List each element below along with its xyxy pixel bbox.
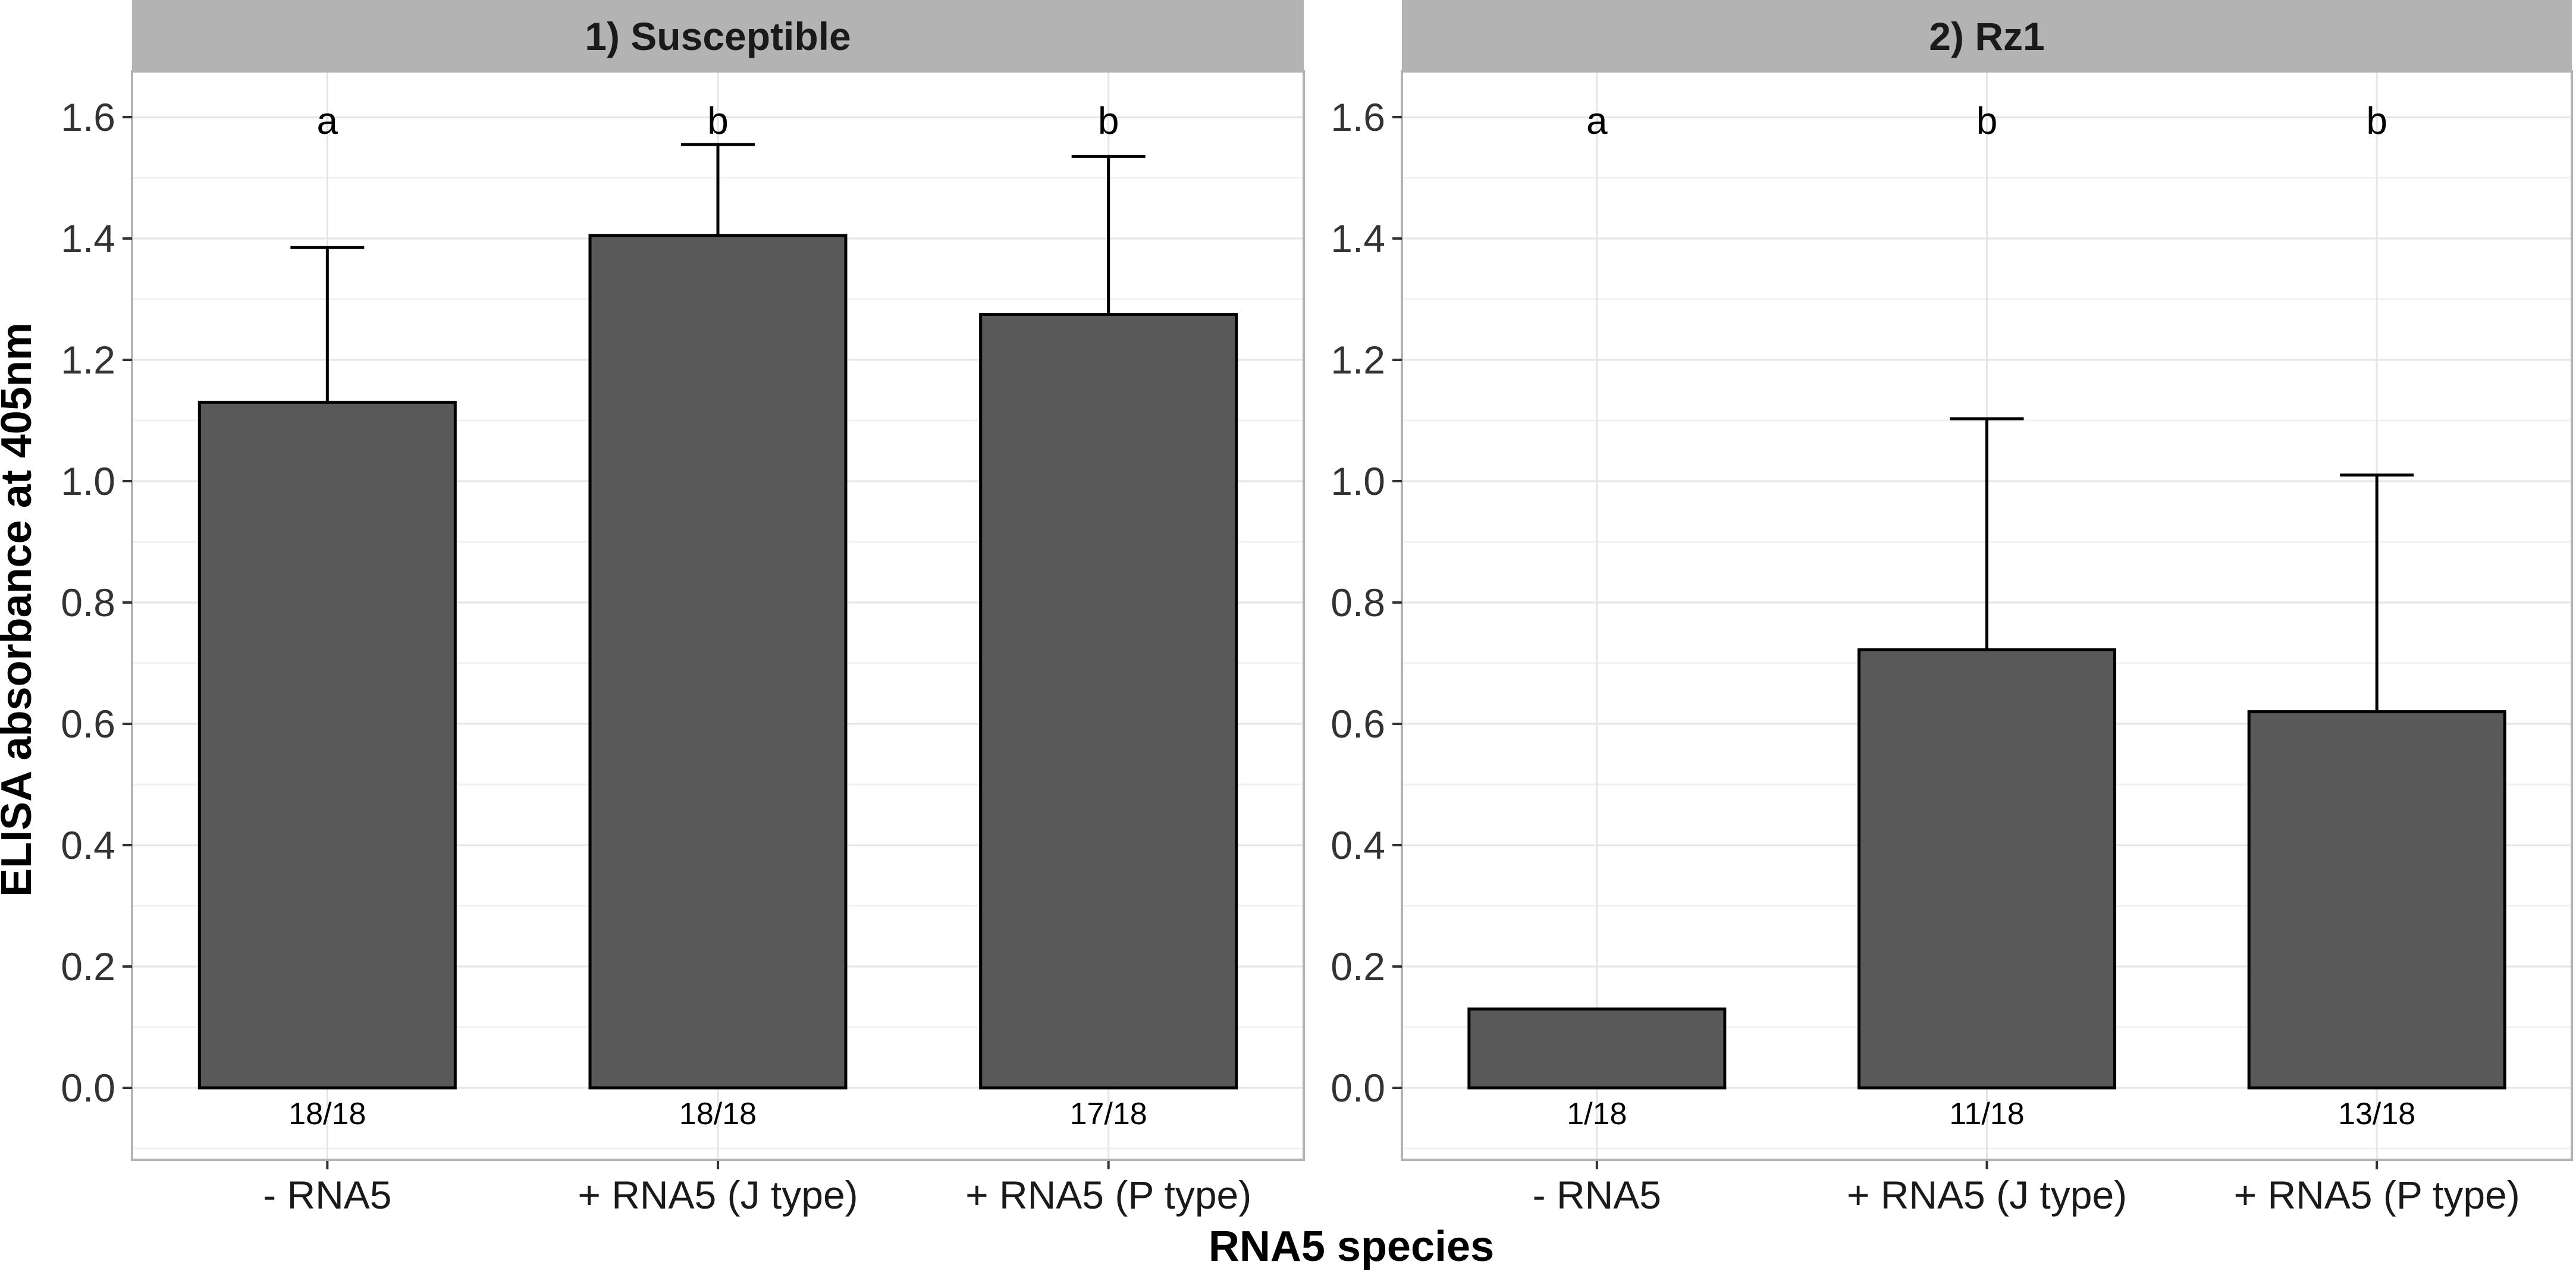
bar xyxy=(1858,648,2116,1090)
y-tick-label: 1.6 xyxy=(61,95,115,139)
panel-2: a 1/18 - RNA5 b 11/18 + RNA5 (J type) b 13/18 + … xyxy=(1331,0,2573,1217)
significance-letter: b xyxy=(1976,99,1998,142)
x-tick-label: + RNA5 (J type) xyxy=(578,1173,858,1217)
y-tick-label: 1.2 xyxy=(61,338,115,382)
y-tick-label: 0.8 xyxy=(1331,580,1385,625)
y-tick-label: 1.0 xyxy=(1331,459,1385,503)
significance-letter: a xyxy=(1586,99,1608,142)
count-label: 1/18 xyxy=(1567,1097,1627,1131)
count-label: 18/18 xyxy=(679,1097,757,1131)
y-tick-label: 0.2 xyxy=(1331,944,1385,989)
x-tick-label: + RNA5 (J type) xyxy=(1847,1173,2127,1217)
bar xyxy=(588,234,848,1090)
y-tick-label: 1.4 xyxy=(1331,216,1385,261)
panel-title: 2) Rz1 xyxy=(1929,14,2044,58)
x-axis-title: RNA5 species xyxy=(1209,1223,1494,1270)
panel-title: 1) Susceptible xyxy=(585,14,851,58)
bar xyxy=(2247,710,2506,1090)
y-tick-label: 1.4 xyxy=(61,216,115,261)
x-tick-label: + RNA5 (P type) xyxy=(965,1173,1251,1217)
y-axis-title: ELISA absorbance at 405nm xyxy=(0,322,40,897)
significance-letter: b xyxy=(1098,99,1119,142)
significance-letter: b xyxy=(2366,99,2387,142)
x-tick-label: - RNA5 xyxy=(1533,1173,1661,1217)
significance-letter: a xyxy=(317,99,338,142)
y-tick-label: 0.4 xyxy=(61,823,115,867)
x-tick-label: + RNA5 (P type) xyxy=(2234,1173,2520,1217)
bar xyxy=(197,400,457,1090)
count-label: 17/18 xyxy=(1070,1097,1147,1131)
strip-background xyxy=(132,0,1304,71)
y-tick-label: 1.0 xyxy=(61,459,115,503)
bar xyxy=(1467,1007,1727,1090)
count-label: 18/18 xyxy=(288,1097,366,1131)
y-tick-label: 0.6 xyxy=(61,702,115,746)
y-tick-label: 0.8 xyxy=(61,580,115,625)
panel-1: a 18/18 - RNA5 b 18/18 + RNA5 (J type) b 17/18 +… xyxy=(61,0,1305,1217)
y-tick-label: 1.6 xyxy=(1331,95,1385,139)
y-tick-label: 0.0 xyxy=(61,1066,115,1110)
significance-letter: b xyxy=(707,99,729,142)
y-tick-label: 0.0 xyxy=(1331,1066,1385,1110)
strip-background xyxy=(1402,0,2572,71)
bar xyxy=(979,313,1238,1090)
count-label: 13/18 xyxy=(2338,1097,2415,1131)
y-tick-label: 0.6 xyxy=(1331,702,1385,746)
count-label: 11/18 xyxy=(1949,1097,2024,1131)
x-tick-label: - RNA5 xyxy=(263,1173,391,1217)
y-tick-label: 0.2 xyxy=(61,944,115,989)
y-tick-label: 0.4 xyxy=(1331,823,1385,867)
y-tick-label: 1.2 xyxy=(1331,338,1385,382)
